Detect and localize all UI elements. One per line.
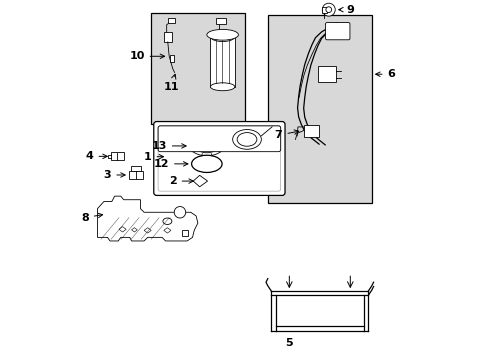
FancyBboxPatch shape	[153, 122, 285, 195]
Text: 12: 12	[153, 159, 187, 169]
Text: 10: 10	[129, 51, 164, 61]
Text: 1: 1	[143, 152, 163, 162]
Ellipse shape	[232, 130, 261, 149]
Bar	[182, 230, 188, 235]
Circle shape	[174, 207, 185, 218]
Bar	[321, 7, 326, 13]
Ellipse shape	[195, 139, 218, 153]
Bar	[163, 32, 171, 42]
Text: 5: 5	[285, 338, 292, 348]
Bar	[169, 55, 174, 62]
Ellipse shape	[210, 32, 234, 41]
Circle shape	[325, 7, 331, 13]
Text: 11: 11	[163, 74, 179, 92]
Polygon shape	[163, 228, 171, 233]
Text: 2: 2	[168, 176, 193, 186]
Text: 9: 9	[338, 5, 353, 15]
Ellipse shape	[206, 30, 238, 40]
Ellipse shape	[191, 155, 222, 172]
Ellipse shape	[237, 132, 256, 146]
Polygon shape	[119, 226, 126, 232]
Polygon shape	[131, 228, 137, 232]
Bar	[111, 152, 123, 160]
Text: 7: 7	[274, 130, 298, 140]
Text: 6: 6	[375, 69, 395, 79]
Polygon shape	[193, 175, 207, 187]
Text: 4: 4	[85, 151, 107, 161]
Text: 13: 13	[151, 141, 186, 151]
Circle shape	[322, 3, 335, 16]
Bar	[317, 66, 335, 82]
Text: 8: 8	[81, 213, 102, 222]
FancyBboxPatch shape	[325, 23, 349, 40]
Ellipse shape	[163, 218, 171, 225]
Bar	[303, 126, 319, 137]
Polygon shape	[144, 228, 151, 233]
Polygon shape	[97, 196, 198, 241]
Bar	[151, 13, 244, 125]
Text: 3: 3	[103, 170, 125, 180]
Bar	[131, 166, 140, 171]
Bar	[216, 18, 226, 24]
Bar	[267, 15, 371, 203]
Ellipse shape	[210, 83, 234, 91]
FancyBboxPatch shape	[158, 126, 280, 152]
Bar	[168, 18, 174, 23]
Bar	[129, 171, 142, 179]
Bar	[210, 37, 234, 87]
